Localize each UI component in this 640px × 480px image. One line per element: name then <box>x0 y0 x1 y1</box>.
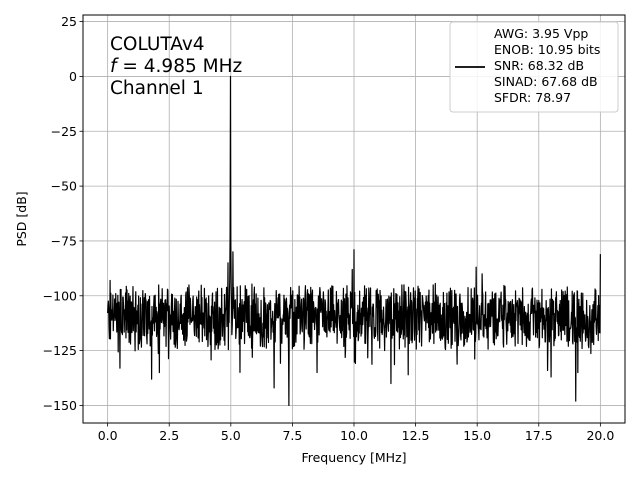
y-tick-label: −150 <box>43 398 77 413</box>
x-axis-label: Frequency [MHz] <box>301 450 406 465</box>
x-tick-label: 2.5 <box>159 428 179 443</box>
psd-series-line <box>107 75 601 407</box>
annotation-device: COLUTAv4 <box>110 34 205 55</box>
y-tick-label: −75 <box>51 233 77 248</box>
series-psd <box>107 75 601 407</box>
y-tick-label: −100 <box>43 288 77 303</box>
legend: AWG: 3.95 Vpp ENOB: 10.95 bits SNR: 68.3… <box>449 21 619 113</box>
x-tick-label: 10.0 <box>340 428 368 443</box>
x-tick-label: 5.0 <box>221 428 241 443</box>
legend-entry-snr: SNR: 68.32 dB <box>494 58 584 73</box>
x-tick-label: 17.5 <box>525 428 553 443</box>
y-tick-label: 25 <box>61 14 77 29</box>
grid-lines <box>83 15 625 423</box>
y-axis-label: PSD [dB] <box>14 191 29 246</box>
x-tick-label: 15.0 <box>463 428 491 443</box>
x-tick-label: 20.0 <box>586 428 614 443</box>
y-tick-label: −25 <box>51 124 77 139</box>
y-tick-label: −125 <box>43 343 77 358</box>
y-tick-label: 0 <box>69 69 77 84</box>
x-axis-ticks: 0.0 2.5 5.0 7.5 10.0 12.5 15.0 17.5 20.0 <box>98 423 614 443</box>
legend-entry-awg: AWG: 3.95 Vpp <box>494 26 588 41</box>
annotation-text: COLUTAv4 f = 4.985 MHz Channel 1 <box>110 34 242 99</box>
legend-entry-enob: ENOB: 10.95 bits <box>494 42 600 57</box>
x-tick-label: 7.5 <box>282 428 302 443</box>
annotation-frequency: f = 4.985 MHz <box>110 56 242 77</box>
y-tick-label: −50 <box>51 179 77 194</box>
x-tick-label: 0.0 <box>98 428 118 443</box>
y-axis-ticks: 25 0 −25 −50 −75 −100 −125 −150 <box>43 14 83 413</box>
legend-entry-sinad: SINAD: 67.68 dB <box>494 74 598 89</box>
x-tick-label: 12.5 <box>402 428 430 443</box>
legend-entry-sfdr: SFDR: 78.97 <box>494 90 571 105</box>
annotation-frequency-symbol: f <box>110 56 119 77</box>
annotation-frequency-value: = 4.985 MHz <box>117 56 243 77</box>
annotation-channel: Channel 1 <box>110 78 204 99</box>
legend-box <box>449 21 619 113</box>
